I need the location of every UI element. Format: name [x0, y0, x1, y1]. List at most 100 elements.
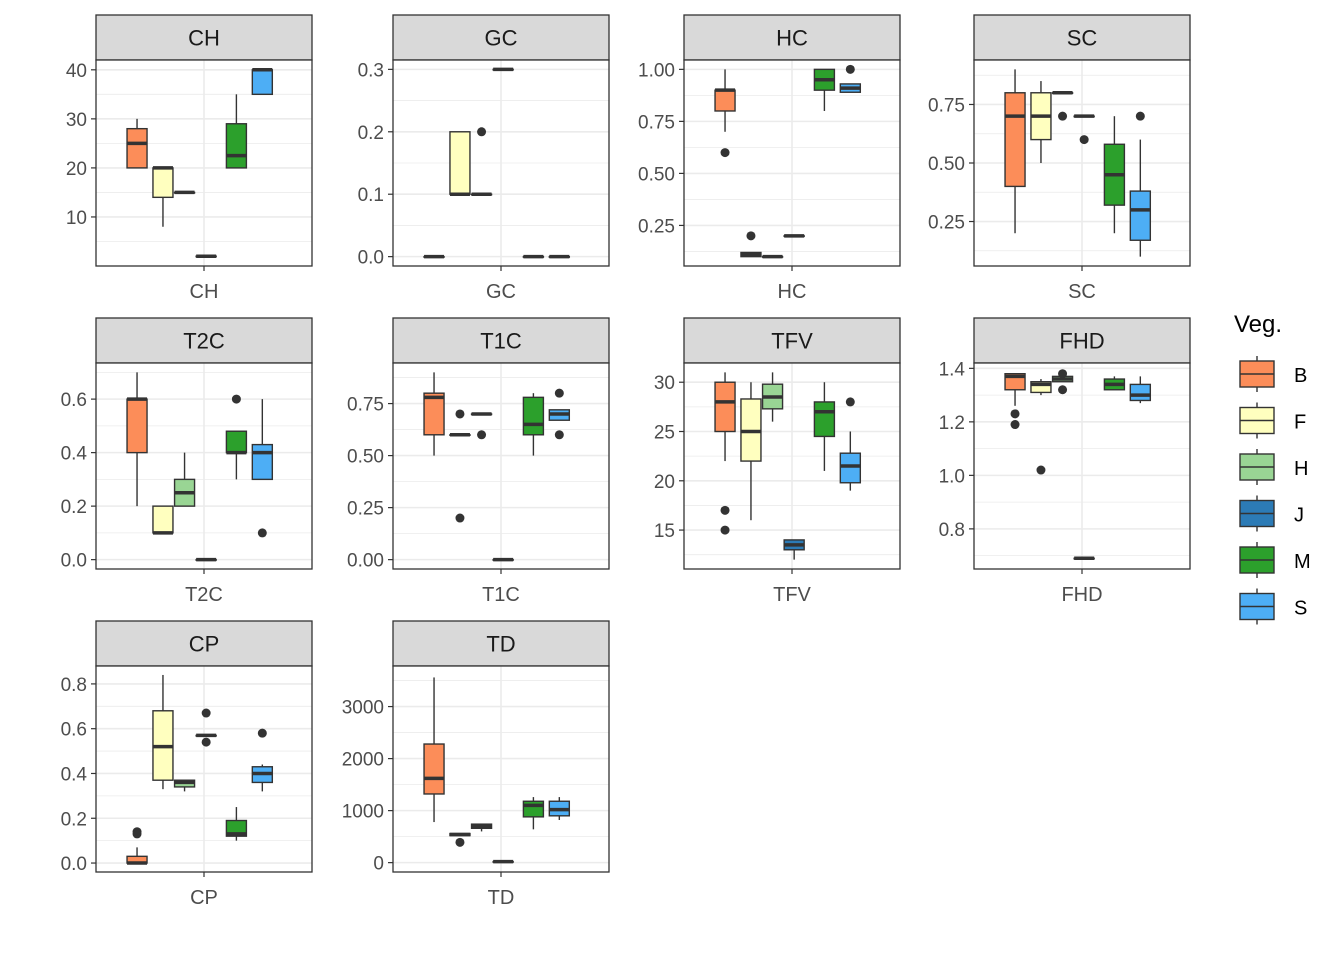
- boxplot-B: [126, 118, 148, 169]
- legend: Veg. B F H J M S: [1234, 311, 1311, 625]
- y-tick-label: 1.0: [939, 466, 965, 487]
- boxplot-F: [152, 166, 174, 227]
- outlier-point: [845, 64, 855, 74]
- panel-hc: HC 0.25 0.50 0.75 1.00 HC: [638, 14, 901, 303]
- box: [1030, 381, 1052, 394]
- x-tick-label: TD: [488, 887, 515, 909]
- outlier-point: [455, 837, 465, 847]
- box: [449, 131, 471, 195]
- x-tick-label: SC: [1068, 281, 1096, 303]
- outlier-point: [554, 430, 564, 440]
- x-tick-label: HC: [778, 281, 807, 303]
- strip-background: [95, 620, 313, 667]
- boxplot-F: [449, 832, 471, 847]
- panel-title: SC: [1067, 26, 1098, 51]
- x-tick-label: T2C: [185, 584, 223, 606]
- box: [839, 452, 862, 484]
- y-tick-label: 0.2: [61, 497, 87, 518]
- boxplot-S: [548, 254, 571, 259]
- strip-background: [683, 14, 901, 61]
- outlier-point: [231, 394, 241, 404]
- y-tick-label: 40: [66, 61, 87, 82]
- boxplot-M: [225, 807, 248, 841]
- legend-item-f: F: [1239, 402, 1306, 439]
- outlier-point: [257, 728, 267, 738]
- y-tick-label: 0.4: [61, 444, 88, 465]
- box: [225, 430, 248, 454]
- outlier-point: [720, 525, 730, 535]
- boxplot-M: [1103, 116, 1126, 234]
- strip-background: [683, 317, 901, 364]
- y-tick-label: 2000: [342, 750, 384, 771]
- outlier-point: [720, 505, 730, 515]
- boxplot-S: [251, 399, 274, 538]
- legend-label: H: [1294, 458, 1308, 480]
- panel-title: CP: [189, 632, 220, 657]
- y-tick-label: 0.2: [358, 123, 384, 144]
- y-tick-label: 1.00: [638, 60, 675, 81]
- panel-sc: SC 0.25 0.50 0.75 SC: [928, 14, 1191, 303]
- boxplot-F: [449, 131, 471, 196]
- strip-background: [95, 14, 313, 61]
- outlier-point: [1079, 135, 1089, 145]
- y-tick-label: 0.75: [347, 395, 384, 416]
- strip-background: [392, 317, 610, 364]
- y-tick-label: 3000: [342, 698, 384, 719]
- boxplot-M: [522, 797, 545, 830]
- box: [714, 89, 736, 112]
- x-tick-label: GC: [486, 281, 516, 303]
- box: [522, 396, 545, 436]
- panel-ch: CH 10 20 30 40 CH: [66, 14, 313, 303]
- y-tick-label: 0.0: [358, 248, 384, 269]
- y-tick-label: 0.0: [61, 551, 87, 572]
- boxplot-J: [195, 708, 217, 747]
- outlier-point: [1058, 111, 1068, 121]
- y-tick-label: 1.2: [939, 413, 965, 434]
- y-tick-label: 0.25: [928, 213, 965, 234]
- box: [1129, 190, 1152, 241]
- panel-title: GC: [485, 26, 518, 51]
- boxplot-S: [251, 728, 274, 792]
- strip-background: [392, 620, 610, 667]
- legend-item-j: J: [1239, 495, 1304, 532]
- outlier-point: [477, 430, 487, 440]
- y-tick-label: 10: [66, 208, 87, 229]
- strip-background: [973, 14, 1191, 61]
- strip-background: [392, 14, 610, 61]
- box: [251, 69, 274, 96]
- y-tick-label: 15: [654, 521, 675, 542]
- outlier-point: [720, 148, 730, 158]
- box: [714, 381, 736, 433]
- legend-items: B F H J M S: [1239, 356, 1311, 625]
- y-tick-label: 30: [654, 373, 675, 394]
- outlier-point: [554, 388, 564, 398]
- boxplot-S: [548, 797, 571, 820]
- panel-t1c: T1C 0.00 0.25 0.50 0.75 T1C: [347, 317, 610, 606]
- y-tick-label: 0.2: [61, 809, 87, 830]
- y-tick-label: 0.50: [638, 164, 675, 185]
- panel-cp: CP 0.0 0.2 0.4 0.6 0.8 CP: [61, 620, 313, 909]
- boxplot-B: [423, 677, 445, 823]
- boxplot-S: [1129, 376, 1152, 404]
- strip-background: [973, 317, 1191, 364]
- y-tick-label: 20: [654, 472, 675, 493]
- boxplot-H: [173, 452, 196, 507]
- y-tick-label: 0.75: [638, 112, 675, 133]
- boxplot-M: [225, 394, 248, 480]
- box: [126, 398, 148, 454]
- box: [225, 123, 248, 169]
- boxplot-M: [522, 393, 545, 456]
- y-tick-label: 0.25: [347, 499, 384, 520]
- boxplot-J: [492, 67, 514, 72]
- outlier-point: [455, 409, 465, 419]
- outlier-point: [201, 737, 211, 747]
- y-tick-label: 1000: [342, 802, 384, 823]
- y-tick-label: 20: [66, 159, 87, 180]
- y-tick-label: 0.0: [61, 854, 87, 875]
- boxplot-J: [195, 557, 217, 562]
- boxplot-F: [152, 674, 174, 790]
- boxplot-H: [470, 412, 493, 440]
- x-tick-label: CH: [190, 281, 219, 303]
- panel-title: FHD: [1059, 329, 1104, 354]
- y-tick-label: 0.6: [61, 720, 87, 741]
